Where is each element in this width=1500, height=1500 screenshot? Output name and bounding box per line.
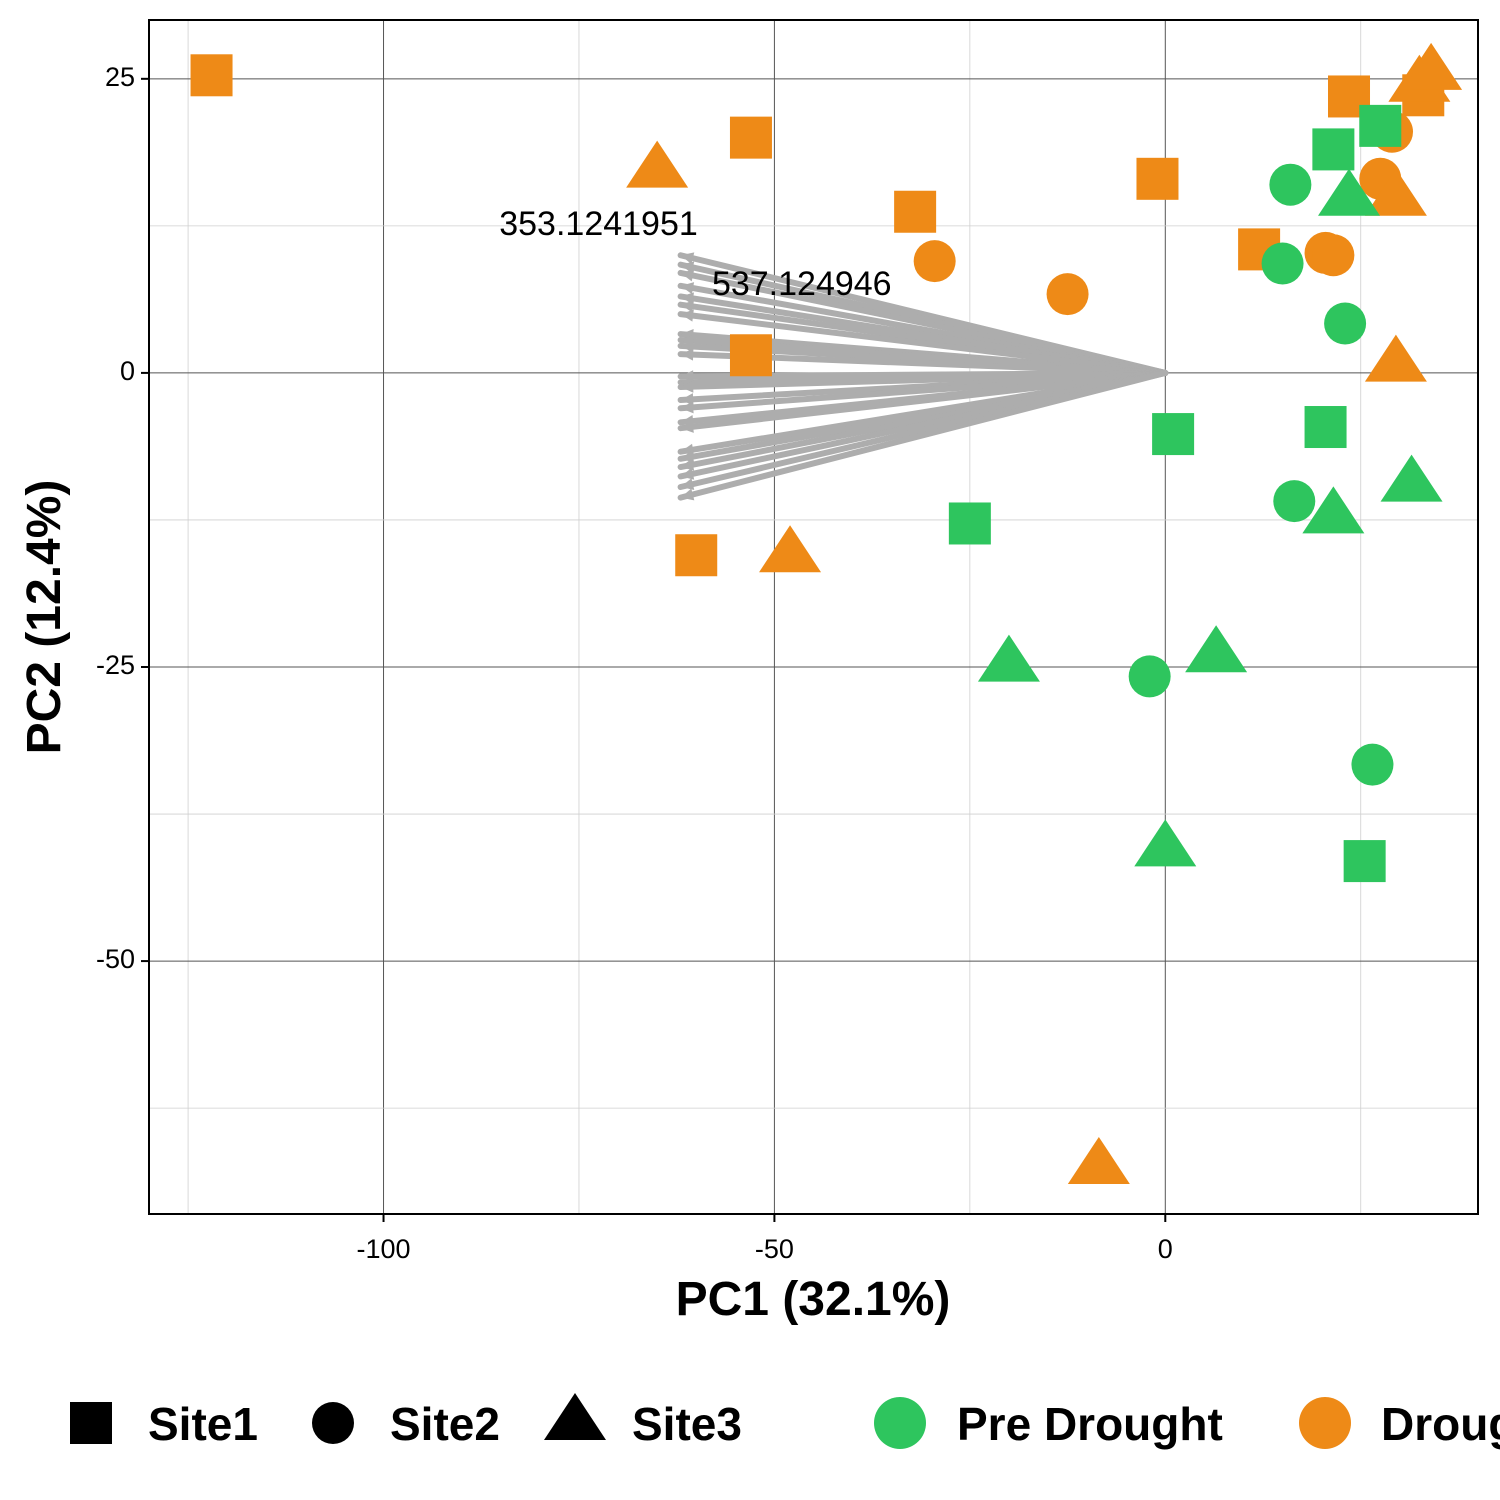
data-point <box>1312 128 1355 171</box>
data-point <box>1134 819 1197 867</box>
data-point <box>1351 743 1394 786</box>
legend-label: Site1 <box>148 1398 258 1450</box>
loading-arrow-head <box>680 380 694 393</box>
data-point <box>626 140 689 188</box>
data-point <box>1302 486 1365 534</box>
x-axis-title: PC1 (32.1%) <box>676 1273 951 1326</box>
y-axis-title: PC2 (12.4%) <box>18 480 71 755</box>
data-point <box>977 634 1040 682</box>
x-axis-ticks: -100 -50 0 <box>357 1214 1173 1264</box>
legend-label: Drought <box>1381 1398 1500 1450</box>
y-tick-label: 25 <box>105 62 135 92</box>
data-point <box>1046 273 1089 316</box>
loading-arrow-head <box>680 282 695 295</box>
data-point <box>1185 625 1248 673</box>
data-point <box>1400 42 1463 90</box>
y-tick-label: 0 <box>120 356 135 386</box>
data-point <box>1269 163 1312 206</box>
loading-arrow-shaft <box>677 369 1169 501</box>
loading-arrow-head <box>680 292 695 305</box>
loading-arrow-head <box>680 252 695 265</box>
loading-arrow-head <box>680 309 694 322</box>
legend-label: Pre Drought <box>957 1398 1223 1450</box>
data-point <box>1261 242 1304 285</box>
data-point <box>675 534 718 577</box>
loading-annotations: 353.1241951 537.124946 <box>499 205 891 303</box>
data-points <box>190 42 1463 1184</box>
data-point <box>759 525 822 573</box>
data-point <box>1136 157 1179 200</box>
loading-arrow-head <box>680 393 694 406</box>
loading-arrow-head <box>680 488 695 501</box>
data-point <box>729 116 772 159</box>
data-point <box>1067 1136 1130 1184</box>
data-point <box>948 502 991 545</box>
legend-key-color <box>874 1397 926 1449</box>
loading-arrow-shaft <box>677 311 1169 376</box>
data-point <box>1152 413 1195 456</box>
legend-label: Site2 <box>390 1398 500 1450</box>
x-tick-label: -50 <box>755 1234 794 1264</box>
grid-lines <box>149 20 1478 1214</box>
data-point <box>1273 480 1316 523</box>
data-point <box>190 54 233 97</box>
loading-arrow-head <box>680 340 694 353</box>
data-point <box>1304 406 1347 449</box>
legend-key-site2 <box>312 1402 354 1444</box>
data-point <box>729 334 772 377</box>
loading-arrow-head <box>680 348 694 361</box>
legend-key-site1 <box>70 1402 112 1444</box>
legend-key-color <box>1299 1397 1351 1449</box>
data-point <box>894 190 937 233</box>
data-point <box>1312 234 1355 277</box>
loading-label: 537.124946 <box>712 265 892 303</box>
loading-arrow-head <box>680 401 694 414</box>
loading-arrow-head <box>680 420 694 433</box>
y-axis-ticks: 25 0 -25 -50 <box>96 62 149 974</box>
loading-arrow-head <box>680 478 695 491</box>
legend-label: Site3 <box>632 1398 742 1450</box>
legend-key-site3 <box>544 1393 606 1440</box>
loading-arrow-head <box>680 467 695 480</box>
x-tick-label: -100 <box>357 1234 411 1264</box>
loading-arrow-head <box>680 300 694 313</box>
data-point <box>1318 168 1381 216</box>
loading-arrow-head <box>680 458 695 471</box>
data-point <box>913 240 956 283</box>
data-point <box>1380 454 1443 502</box>
data-point <box>1364 334 1427 382</box>
data-point <box>1343 840 1386 883</box>
y-tick-label: -50 <box>96 944 135 974</box>
legend: Site1 Site2 Site3 Pre Drought Drought <box>70 1393 1500 1450</box>
loading-arrow-head <box>680 269 695 282</box>
data-point <box>1364 168 1427 216</box>
y-tick-label: -25 <box>96 650 135 680</box>
loading-arrow <box>677 369 1169 433</box>
loading-arrow-shaft <box>677 369 1169 432</box>
data-point <box>1359 104 1402 147</box>
loading-arrow <box>677 369 1169 501</box>
plot-panel-border <box>148 19 1479 1215</box>
loading-arrows <box>677 252 1169 501</box>
x-tick-label: 0 <box>1158 1234 1173 1264</box>
loading-label: 353.1241951 <box>499 205 698 243</box>
data-point <box>1128 655 1171 698</box>
data-point <box>1324 302 1367 345</box>
loading-arrow <box>677 309 1169 376</box>
